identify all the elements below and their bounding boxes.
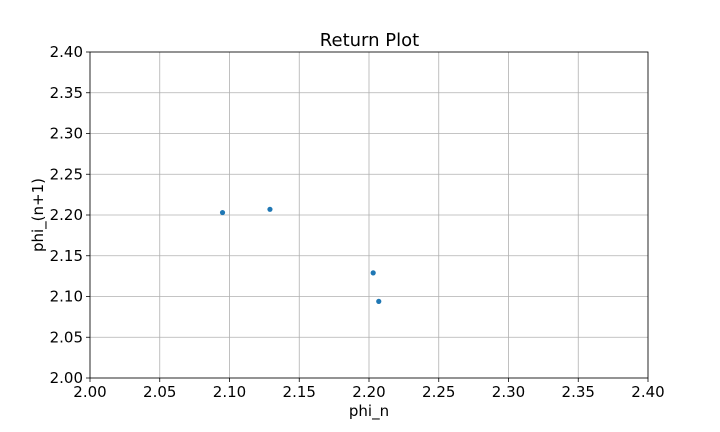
x-tick-label: 2.30 [492,383,525,401]
plot-frame [89,51,649,379]
data-point [376,298,382,304]
y-tick-label: 2.05 [50,328,83,346]
y-tick-label: 2.10 [50,288,83,306]
x-tick-label: 2.35 [562,383,595,401]
grid [89,51,649,379]
y-tick-label: 2.25 [50,165,83,183]
data-point [370,270,376,276]
x-tick-label: 2.15 [283,383,316,401]
chart-title: Return Plot [320,30,419,51]
data-point [219,209,226,216]
y-tick-label: 2.35 [50,84,83,102]
x-tick-label: 2.20 [352,383,385,401]
y-tick-label: 2.20 [50,206,83,224]
x-axis-label: phi_n [349,402,389,421]
x-tick-label: 2.00 [73,383,106,401]
x-tick-label: 2.10 [213,383,246,401]
data-point [267,206,273,212]
x-tick-label: 2.25 [422,383,455,401]
y-tick-label: 2.15 [50,247,83,265]
y-tick-label: 2.00 [50,369,83,387]
y-axis-label: phi_(n+1) [29,178,48,252]
x-tick-label: 2.40 [631,383,664,401]
y-tick-label: 2.40 [50,43,83,61]
y-tick-label: 2.30 [50,125,83,143]
x-tick-label: 2.05 [143,383,176,401]
axis-ticks: 2.00 2.05 2.10 2.15 2.20 2.25 2.30 2.35 2.40 2.00… [50,43,665,401]
data-points [219,206,382,304]
